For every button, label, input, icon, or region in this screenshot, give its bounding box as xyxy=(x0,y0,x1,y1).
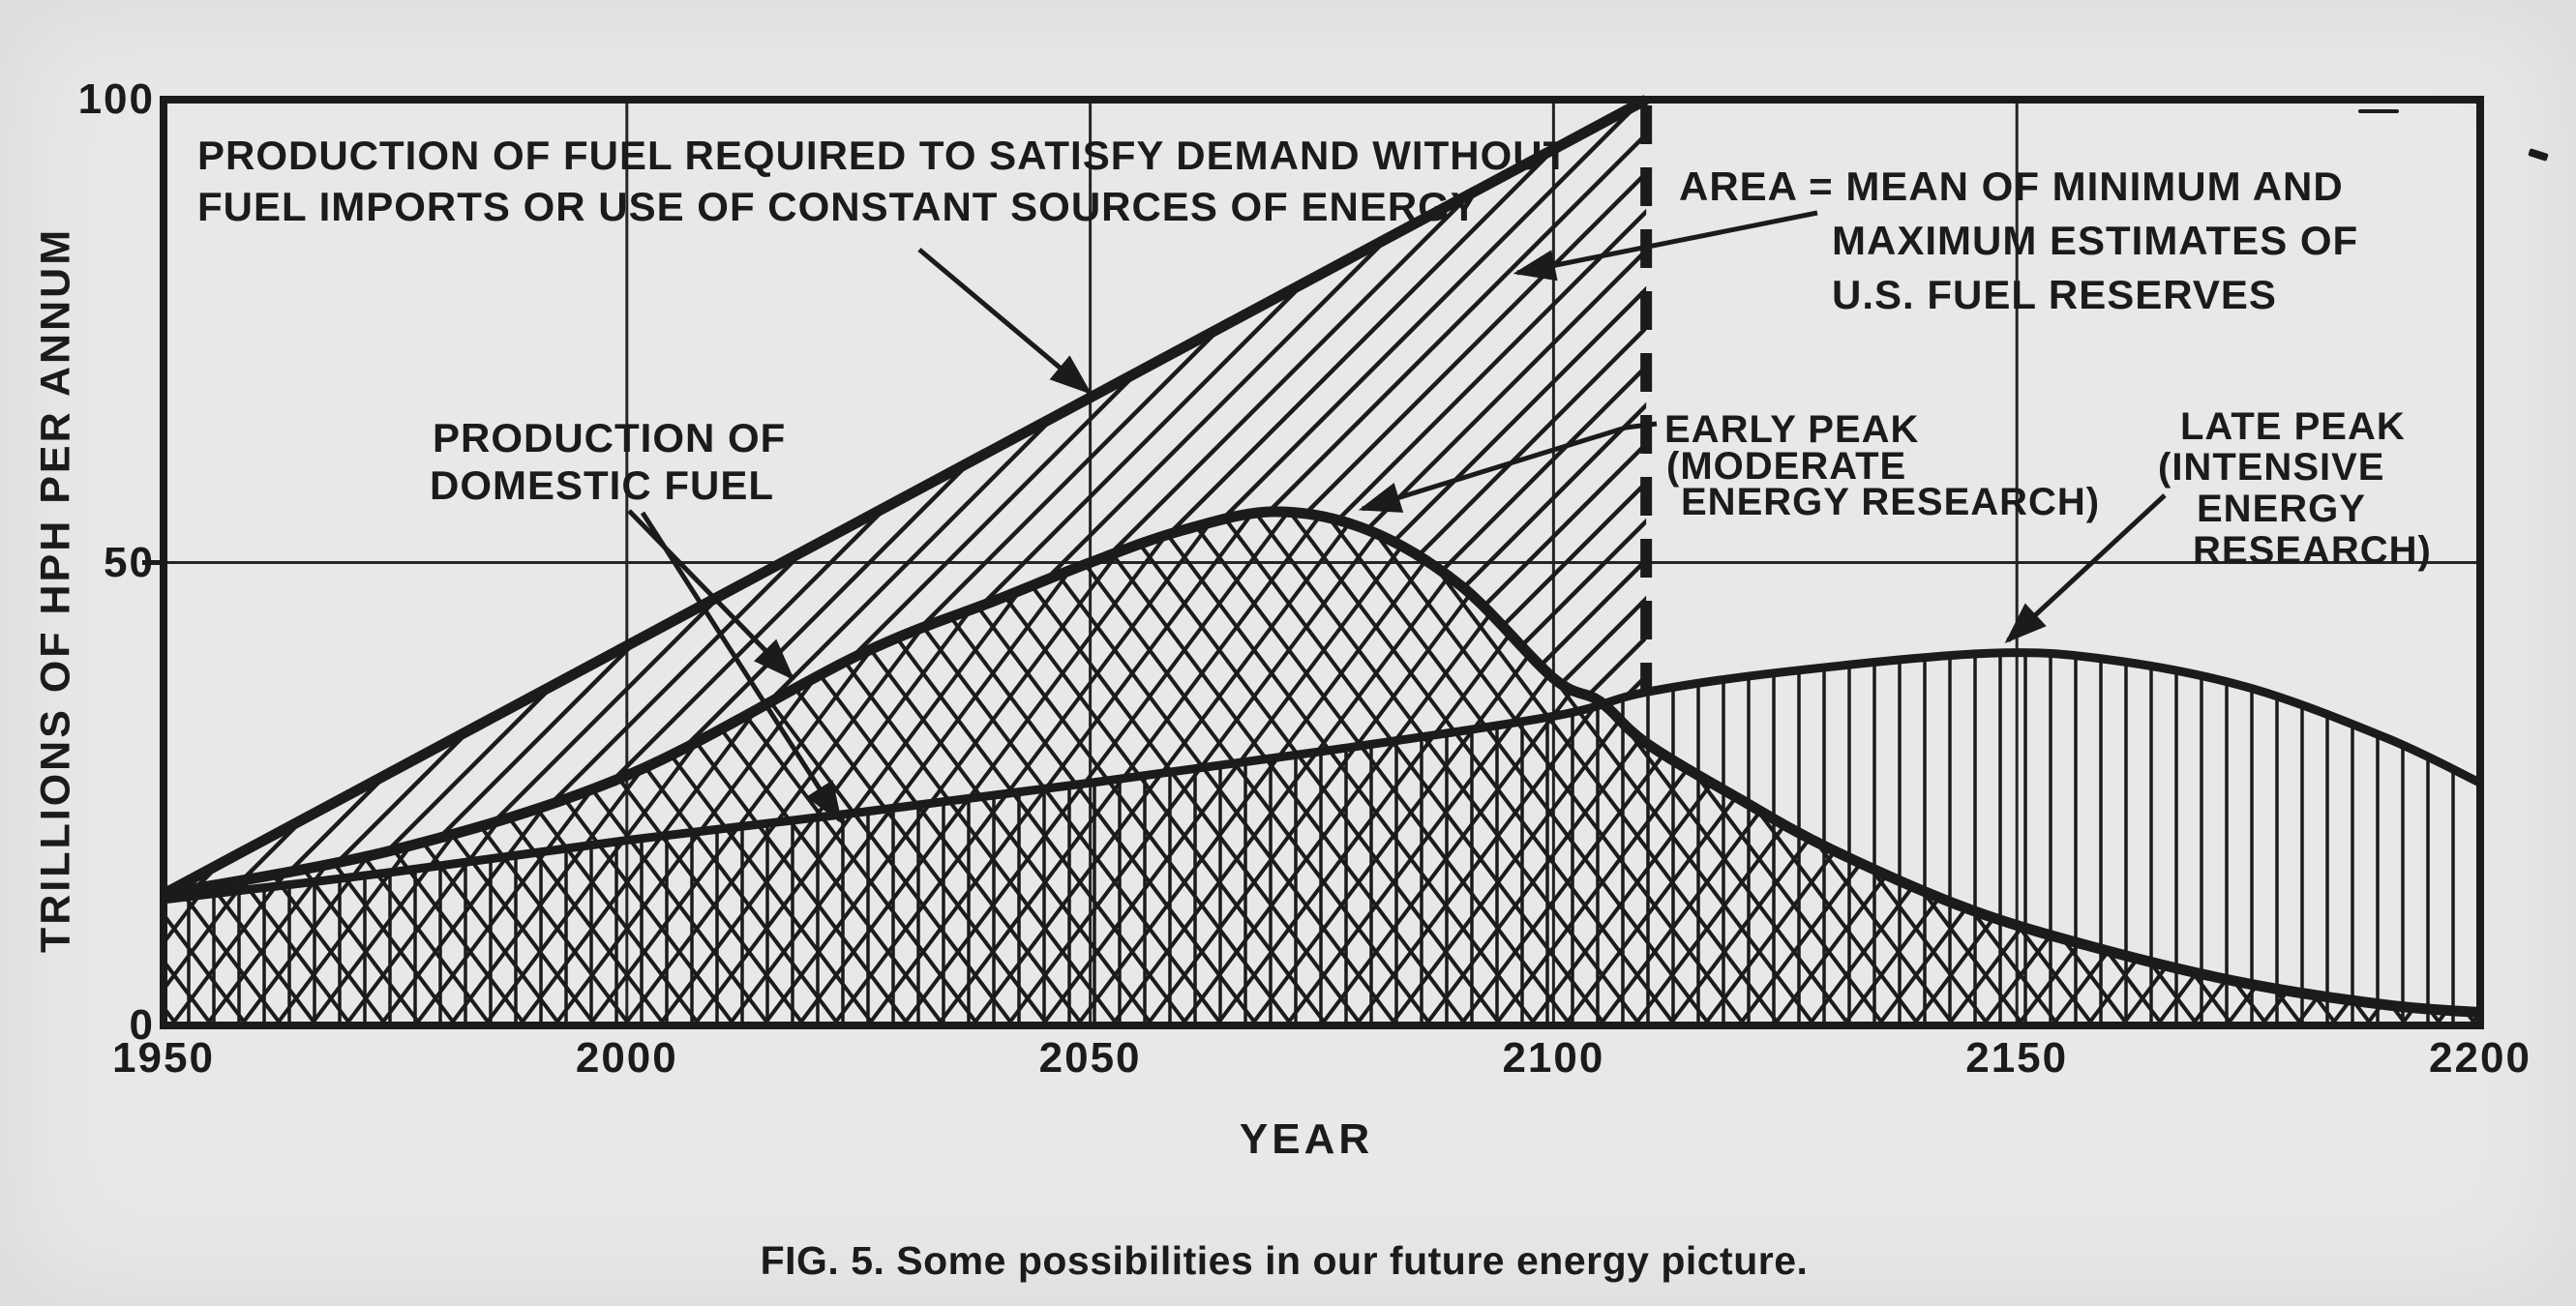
early-peak-curve xyxy=(162,506,2481,1019)
x-tick-2000: 2000 xyxy=(575,1034,678,1082)
x-axis-title: YEAR xyxy=(1239,1115,1374,1163)
late-peak-curve xyxy=(163,648,2482,905)
domestic-annotation-line1: PRODUCTION OF xyxy=(433,415,787,460)
domestic-label-arrow-late xyxy=(640,511,843,824)
y-tick-50: 50 xyxy=(104,538,155,586)
y-tick-0: 0 xyxy=(129,1001,155,1049)
late-peak-annotation-line3: ENERGY xyxy=(2197,488,2366,530)
late-peak-annotation-line1: LATE PEAK xyxy=(2180,405,2406,448)
domestic-annotation-line2: DOMESTIC FUEL xyxy=(430,462,774,508)
x-tick-2100: 2100 xyxy=(1502,1034,1605,1082)
early-peak-annotation-line2: (MODERATE xyxy=(1666,445,1907,488)
domestic-label-arrow-early xyxy=(627,509,795,681)
early-peak-annotation-line3: ENERGY RESEARCH) xyxy=(1681,481,2101,523)
late-peak-label-arrow xyxy=(2004,493,2167,644)
demand-line xyxy=(161,95,1649,899)
late-peak-annotation-line2: (INTENSIVE xyxy=(2158,446,2385,489)
scan-smudge xyxy=(2358,109,2399,113)
area-annotation-line3: U.S. FUEL RESERVES xyxy=(1832,272,2277,317)
early-peak-annotation-line1: EARLY PEAK xyxy=(1664,408,1920,451)
demand-label-arrow xyxy=(917,248,1093,395)
area-annotation-line1: AREA = MEAN OF MINIMUM AND xyxy=(1679,163,2344,209)
x-tick-2200: 2200 xyxy=(2429,1034,2531,1082)
late-peak-annotation-line4: RESEARCH) xyxy=(2193,529,2432,572)
y-tick-100: 100 xyxy=(77,75,155,123)
area-label-arrow xyxy=(1513,210,1818,282)
early-peak-label-arrow xyxy=(1358,421,1658,513)
x-tick-2050: 2050 xyxy=(1038,1034,1142,1082)
x-tick-1950: 1950 xyxy=(112,1034,215,1082)
leader-arrows xyxy=(627,210,2167,824)
demand-annotation-line1: PRODUCTION OF FUEL REQUIRED TO SATISFY D… xyxy=(197,133,1570,178)
demand-annotation-line2: FUEL IMPORTS OR USE OF CONSTANT SOURCES … xyxy=(197,184,1479,229)
area-annotation-line2: MAXIMUM ESTIMATES OF xyxy=(1832,218,2359,263)
y-axis-title: TRILLIONS OF HPH PER ANNUM xyxy=(32,226,79,954)
x-tick-2150: 2150 xyxy=(1965,1034,2069,1082)
figure-caption: FIG. 5. Some possibilities in our future… xyxy=(760,1238,1809,1283)
early-peak-cross-hatch-area xyxy=(164,511,2480,1022)
